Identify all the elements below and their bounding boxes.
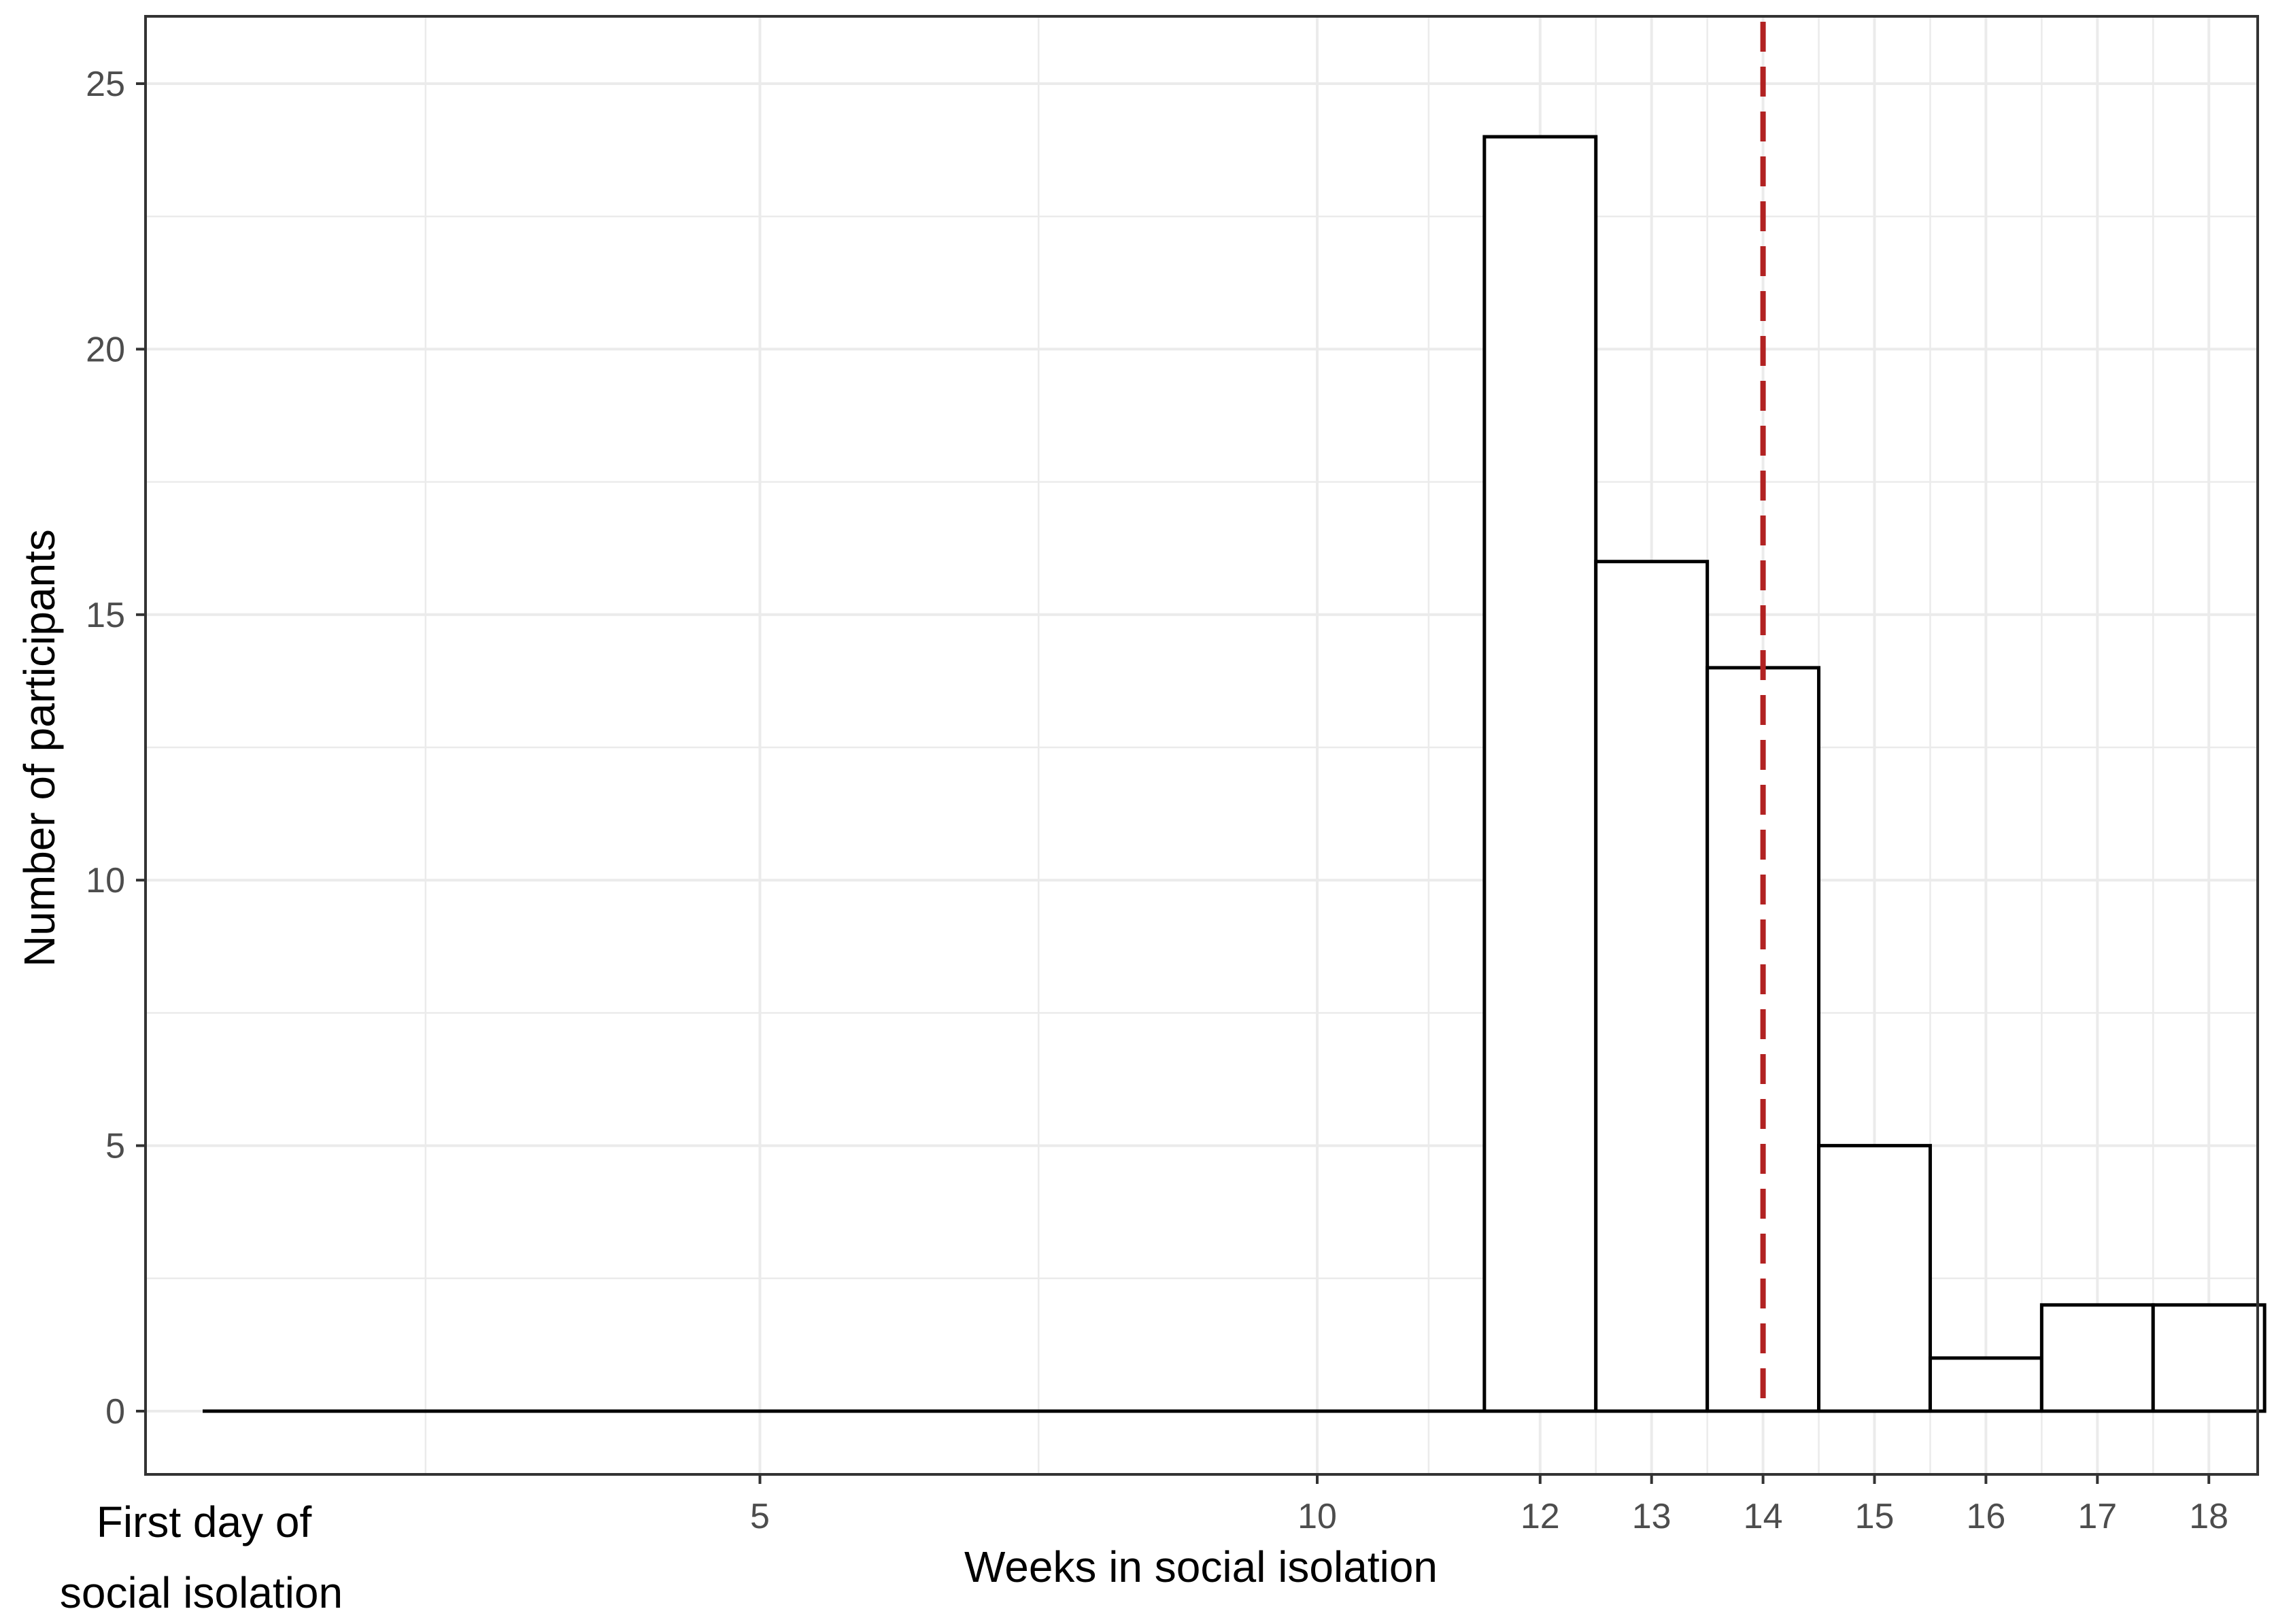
axis-ticks (136, 82, 2211, 1484)
plot-border (144, 15, 2259, 1476)
y-tick-label: 0 (105, 1392, 125, 1432)
x-tick-label: 15 (1855, 1497, 1895, 1536)
x-tick-labels: 5 10 12 13 14 15 16 17 18 (750, 1497, 2228, 1536)
x-tick-label: 14 (1744, 1497, 1783, 1536)
histogram-bar (2151, 1303, 2267, 1413)
histogram-bar (1594, 560, 1710, 1413)
x-origin-label-line1: First day of (97, 1498, 312, 1546)
x-tick-label: 10 (1297, 1497, 1337, 1536)
histogram-bar (1928, 1356, 2043, 1413)
y-tick-label: 15 (86, 596, 125, 635)
x-tick-label: 12 (1521, 1497, 1560, 1536)
grid-lines (146, 16, 2258, 1474)
histogram-bar (1817, 1144, 1932, 1413)
y-tick-label: 20 (86, 330, 125, 369)
y-tick-label: 5 (105, 1127, 125, 1166)
x-tick-label: 17 (2077, 1497, 2117, 1536)
x-tick-label: 13 (1632, 1497, 1671, 1536)
histogram-bar (1482, 135, 1598, 1413)
x-origin-label-line2: social isolation (60, 1568, 343, 1617)
x-tick-label: 18 (2189, 1497, 2228, 1536)
y-tick-label: 10 (86, 861, 125, 900)
x-tick-label: 16 (1966, 1497, 2005, 1536)
y-tick-label: 25 (86, 65, 125, 104)
x-axis-title: Weeks in social isolation (964, 1542, 1438, 1591)
histogram-bar (2039, 1303, 2155, 1413)
y-tick-labels: 0 5 10 15 20 25 (86, 65, 125, 1432)
x-tick-label: 5 (750, 1497, 770, 1536)
y-axis-title: Number of participants (15, 529, 64, 967)
